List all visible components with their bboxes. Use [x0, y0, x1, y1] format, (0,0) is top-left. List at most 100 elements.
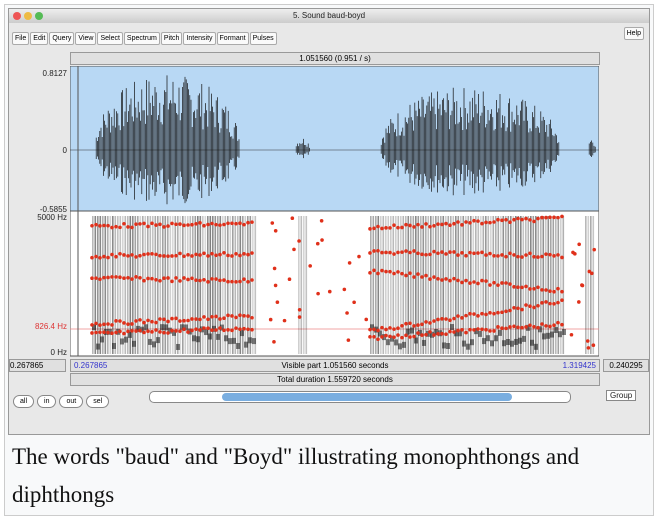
- formant-dot: [230, 314, 234, 318]
- formant-dot: [548, 215, 552, 219]
- formant-dot: [388, 251, 392, 255]
- formant-dot: [524, 285, 528, 289]
- formant-dot: [246, 327, 250, 331]
- menu-item[interactable]: Select: [97, 32, 122, 45]
- menu-item[interactable]: Pulses: [250, 32, 277, 45]
- formant-dot: [118, 319, 122, 323]
- spectrogram-column: [150, 216, 152, 354]
- formant-dot: [206, 223, 210, 227]
- spectrogram-column: [195, 216, 197, 354]
- formant-dot: [210, 328, 214, 332]
- formant-dot: [194, 317, 198, 321]
- formant-dot: [384, 251, 388, 255]
- formant-dot: [404, 223, 408, 227]
- formant-dot: [94, 255, 98, 259]
- spectrogram-column: [540, 216, 542, 354]
- formant-dot: [372, 328, 376, 332]
- formant-dot: [154, 278, 158, 282]
- formant-dot: [150, 222, 154, 226]
- menu-item[interactable]: Intensity: [183, 32, 215, 45]
- menu-item[interactable]: Spectrum: [124, 32, 160, 45]
- scroll-thumb[interactable]: [222, 393, 512, 401]
- formant-dot: [516, 217, 520, 221]
- formant-dot: [368, 335, 372, 339]
- formant-dot: [500, 281, 504, 285]
- visible-part-bar[interactable]: 0.267865 Visible part 1.051560 seconds 1…: [70, 359, 600, 372]
- formant-dot: [448, 250, 452, 254]
- formant-dot: [496, 218, 500, 222]
- formant-dot: [452, 277, 456, 281]
- spectrogram-column: [373, 216, 375, 354]
- menu-item[interactable]: Formant: [217, 32, 249, 45]
- formant-dot: [126, 225, 130, 229]
- formant-dot: [234, 222, 238, 226]
- formant-band: [96, 344, 100, 350]
- formant-dot: [134, 319, 138, 323]
- menu-item[interactable]: Query: [49, 32, 74, 45]
- formant-dot: [400, 336, 404, 340]
- formant-dot: [250, 316, 254, 320]
- signal-view[interactable]: [70, 66, 599, 357]
- spectrogram-column: [200, 216, 202, 354]
- formant-dot: [102, 323, 106, 327]
- formant-band: [192, 335, 196, 341]
- formant-dot: [396, 270, 400, 274]
- zoom-button[interactable]: sel: [86, 395, 109, 408]
- spectrogram-column: [400, 216, 402, 354]
- formant-dot: [508, 309, 512, 313]
- spectrogram-column: [210, 216, 212, 354]
- formant-dot: [210, 222, 214, 226]
- formant-dot: [276, 300, 280, 304]
- formant-dot: [320, 238, 324, 242]
- formant-dot: [408, 251, 412, 255]
- formant-dot: [102, 276, 106, 280]
- formant-dot: [492, 329, 496, 333]
- selection-bar[interactable]: 1.051560 (0.951 / s): [70, 52, 600, 65]
- formant-dot: [516, 255, 520, 259]
- formant-band: [482, 338, 486, 344]
- menu-item[interactable]: Pitch: [161, 32, 183, 45]
- formant-dot: [424, 274, 428, 278]
- praat-window: 5. Sound baud-boyd FileEditQueryViewSele…: [8, 8, 650, 435]
- formant-dot: [210, 252, 214, 256]
- spectrogram-column: [225, 216, 227, 354]
- menu-item[interactable]: File: [12, 32, 29, 45]
- formant-dot: [126, 276, 130, 280]
- spectrogram-column: [370, 216, 372, 354]
- formant-dot: [548, 289, 552, 293]
- group-checkbox[interactable]: Group: [606, 390, 636, 401]
- formant-dot: [226, 328, 230, 332]
- formant-dot: [166, 320, 170, 324]
- scrollbar[interactable]: [149, 391, 571, 403]
- formant-dot: [106, 322, 110, 326]
- formant-dot: [508, 282, 512, 286]
- spectrogram-column: [215, 216, 217, 354]
- formant-dot: [142, 222, 146, 226]
- spectrogram-column: [252, 216, 254, 354]
- formant-dot: [508, 220, 512, 224]
- spectrogram-column: [448, 216, 450, 354]
- zoom-button[interactable]: all: [13, 395, 34, 408]
- formant-dot: [222, 278, 226, 282]
- formant-dot: [273, 267, 277, 271]
- total-duration-bar[interactable]: Total duration 1.559720 seconds: [70, 373, 600, 386]
- menu-item[interactable]: Help: [624, 27, 644, 40]
- menu-item[interactable]: View: [75, 32, 96, 45]
- menu-item[interactable]: Edit: [30, 32, 48, 45]
- spectrogram-column: [237, 216, 239, 354]
- spectrogram-column: [590, 216, 592, 354]
- spectrogram-column: [505, 216, 507, 354]
- formant-dot: [420, 322, 424, 326]
- zoom-button[interactable]: in: [37, 395, 56, 408]
- formant-dot: [166, 331, 170, 335]
- formant-band: [490, 340, 494, 346]
- formant-dot: [380, 335, 384, 339]
- formant-band: [486, 335, 490, 341]
- formant-band: [446, 343, 450, 349]
- formant-dot: [428, 277, 432, 281]
- formant-dot: [178, 279, 182, 283]
- formant-dot: [174, 329, 178, 333]
- formant-dot: [436, 277, 440, 281]
- zoom-button[interactable]: out: [59, 395, 83, 408]
- formant-dot: [560, 215, 564, 219]
